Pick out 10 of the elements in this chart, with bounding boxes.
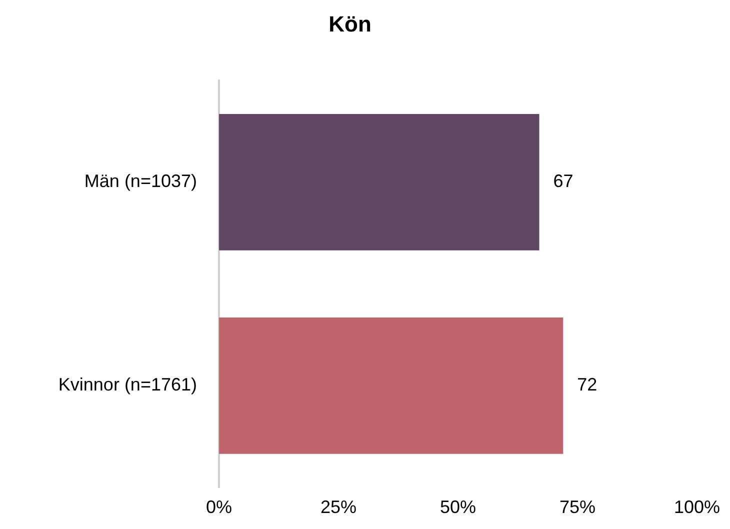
data-label: 67 (553, 171, 574, 192)
x-tick-label: 75% (559, 497, 596, 518)
x-tick-label: 0% (206, 497, 232, 518)
y-tick-label: Män (n=1037) (84, 171, 197, 192)
data-label: 72 (577, 374, 598, 395)
chart-title: Kön (328, 11, 372, 36)
x-tick-label: 50% (440, 497, 476, 518)
x-tick-label: 100% (674, 497, 720, 518)
y-tick-label: Kvinnor (n=1761) (58, 374, 197, 395)
x-tick-label: 25% (320, 497, 357, 518)
